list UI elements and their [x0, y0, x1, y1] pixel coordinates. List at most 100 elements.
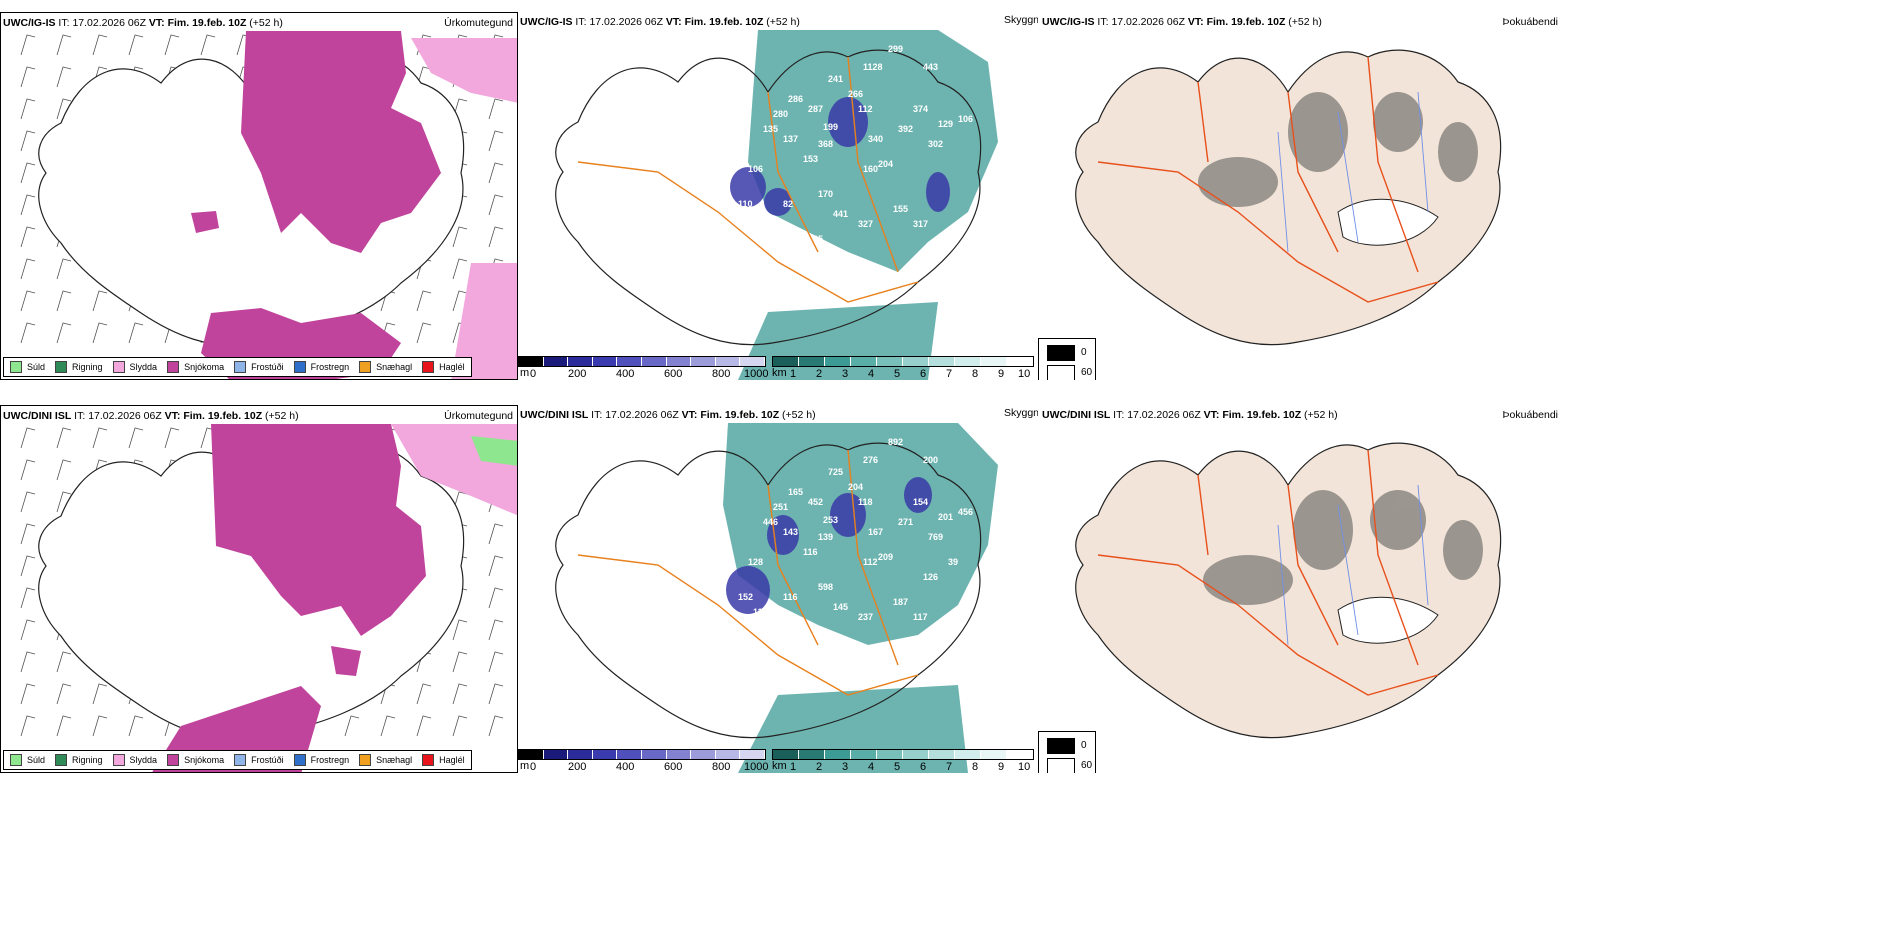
cloud-height-label: 153	[803, 154, 818, 164]
wind-barb	[56, 66, 72, 88]
cloud-map: 892 276 200 725 165 452 251 204 253 446 143 139 118 1…	[555, 423, 998, 773]
snow-areas	[191, 31, 517, 379]
wind-barb	[488, 130, 504, 152]
cloud-height-label: 137	[783, 134, 798, 144]
visibility-unit: km	[772, 760, 787, 772]
wind-barb	[20, 322, 36, 344]
cloud-map: 299 1128 443 241 286 287 280 266 199 135 137 368 112…	[555, 30, 998, 380]
cloud-height-label: 39	[948, 557, 958, 567]
cloud-height-label: 302	[928, 139, 943, 149]
fog-panel-bottom: UWC/DINI ISL IT: 17.02.2026 06Z VT: Fim.…	[1038, 405, 1562, 773]
cloud-height-label: 154	[913, 497, 928, 507]
cloud-height-label: 280	[773, 109, 788, 119]
wind-barb	[488, 523, 504, 545]
wind-barb	[452, 258, 468, 280]
cloud-height-label: 452	[808, 497, 823, 507]
cloud-height-label: 72	[753, 214, 763, 224]
fog-key: 0 60	[1038, 338, 1096, 380]
wind-barb	[92, 427, 108, 449]
wind-barb	[452, 651, 468, 673]
low-cloud-patches	[730, 97, 950, 216]
height-colorbar: 0 200 400 600 800 1000	[518, 356, 768, 380]
wind-barb	[488, 683, 504, 705]
cloud-height-label: 116	[783, 592, 798, 602]
wind-barb	[128, 322, 144, 344]
cloud-height-label: 892	[888, 437, 903, 447]
wind-barb	[20, 715, 36, 737]
wind-barb	[20, 98, 36, 120]
cloud-height-label: 368	[818, 139, 833, 149]
wind-barb	[164, 427, 180, 449]
wind-barb	[20, 427, 36, 449]
cloud-height-label: 165	[788, 487, 803, 497]
cloud-height-label: 392	[898, 124, 913, 134]
iceland-outline	[555, 442, 982, 739]
cloud-height-label: 200	[923, 455, 938, 465]
cloud-height-label: 201	[938, 512, 953, 522]
wind-barb	[488, 587, 504, 609]
wind-barb	[416, 290, 432, 312]
fog-map	[1075, 442, 1502, 739]
wind-barb	[452, 226, 468, 248]
precip-map	[20, 31, 517, 379]
cloud-height-label: 112	[863, 557, 878, 567]
cloud-height-label: 266	[848, 89, 863, 99]
wind-barb	[416, 322, 432, 344]
wind-barb	[92, 34, 108, 56]
wind-barb	[92, 322, 108, 344]
wind-barb	[488, 651, 504, 673]
wind-barb	[92, 715, 108, 737]
wind-barb	[416, 715, 432, 737]
cloud-height-label: 271	[898, 517, 913, 527]
cloud-height-label: 75	[688, 622, 698, 632]
panel-header: UWC/IG-IS IT: 17.02.2026 06Z VT: Fim. 19…	[3, 17, 283, 29]
panel-header: UWC/IG-IS IT: 17.02.2026 06Z VT: Fim. 19…	[520, 16, 800, 28]
low-cloud-patches	[726, 477, 932, 614]
cloud-height-label: 160	[863, 164, 878, 174]
cloud-height-label: 167	[868, 527, 883, 537]
wind-barb	[20, 258, 36, 280]
wind-barb	[128, 427, 144, 449]
wind-barb	[56, 34, 72, 56]
wind-barb	[128, 715, 144, 737]
wind-barb	[452, 619, 468, 641]
cloud-height-label: 159	[813, 627, 828, 637]
cloud-height-label: 65	[813, 234, 823, 244]
wind-barb	[344, 715, 360, 737]
wind-barb	[488, 555, 504, 577]
wind-barb	[56, 290, 72, 312]
wind-barb	[20, 34, 36, 56]
wind-barb	[20, 162, 36, 184]
cloud-height-label: 199	[823, 122, 838, 132]
panel-header: UWC/DINI ISL IT: 17.02.2026 06Z VT: Fim.…	[1042, 409, 1338, 421]
cloud-height-label: 241	[828, 74, 843, 84]
wind-barb	[20, 194, 36, 216]
iceland-outline	[555, 49, 982, 346]
cloud-height-label: 204	[848, 482, 863, 492]
cloud-height-label: 187	[893, 597, 908, 607]
visibility-unit: km	[772, 367, 787, 379]
fog-title: Þokuábendi	[1502, 16, 1558, 28]
cloud-height-label: 96	[688, 229, 698, 239]
fog-map	[1075, 49, 1502, 346]
cloud-height-label: 145	[833, 602, 848, 612]
cloud-height-label: 374	[913, 104, 928, 114]
cloud-height-label: 143	[783, 527, 798, 537]
snow-areas	[152, 424, 517, 772]
cloud-height-label: 106	[958, 114, 973, 124]
rivers	[1277, 91, 1429, 253]
wind-barb	[20, 683, 36, 705]
wind-barb	[488, 715, 504, 737]
wind-barb	[20, 130, 36, 152]
wind-barb	[452, 715, 468, 737]
precip-map	[20, 424, 517, 772]
cloud-height-label: 253	[823, 515, 838, 525]
cloud-title: Skyggni	[1004, 407, 1038, 419]
wind-barb	[164, 34, 180, 56]
wind-barb	[92, 290, 108, 312]
cloud-field	[723, 423, 998, 645]
cloud-height-label: 110	[753, 607, 768, 617]
precip-type-panel-top: UWC/IG-IS IT: 17.02.2026 06Z VT: Fim. 19…	[0, 12, 518, 380]
cloud-height-label: 106	[748, 164, 763, 174]
cloud-height-label: 769	[928, 532, 943, 542]
